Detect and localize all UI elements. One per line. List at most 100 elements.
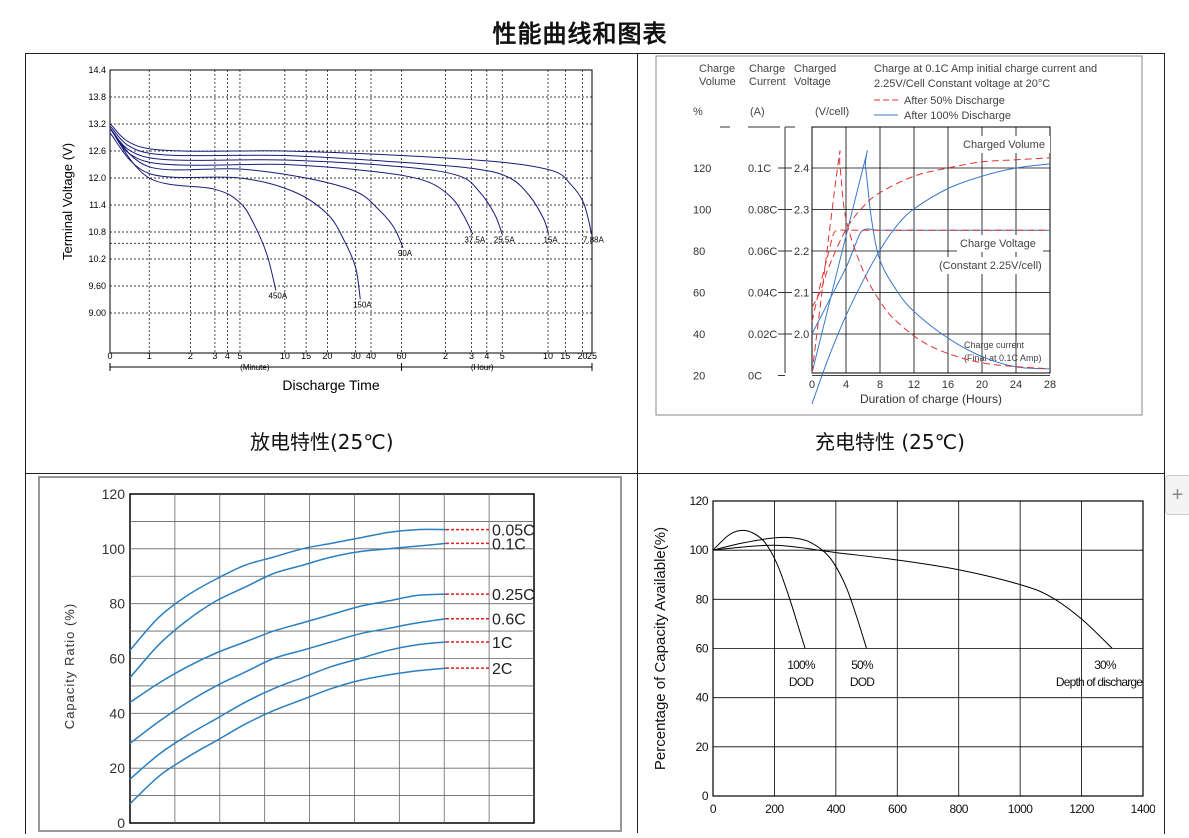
- legend-label-100: After 100% Discharge: [904, 110, 1011, 122]
- x-tick-label: 3: [212, 351, 217, 361]
- series-label: 7.88A: [583, 235, 605, 244]
- charge-curve: [811, 150, 1051, 374]
- discharge-curve-7.88A: [109, 123, 592, 235]
- annotation-line-1: 30%: [1094, 658, 1117, 672]
- x-unit-hour: (Hour): [471, 363, 494, 372]
- series-label: 0.05C: [492, 523, 535, 540]
- label-charged-volume: Charged Volume: [963, 139, 1045, 151]
- y-voltage-tick: 2.1: [794, 288, 809, 300]
- y-tick-label: 40: [109, 705, 125, 721]
- page-title: 性能曲线和图表: [492, 20, 668, 48]
- y-tick-label: 0: [117, 815, 125, 831]
- x-tick-label: 20: [578, 351, 588, 361]
- panel-frame: [38, 476, 622, 832]
- annotation-line-2: Depth of discharge: [1056, 675, 1143, 689]
- y-volume-tick: 40: [693, 329, 705, 341]
- x-tick-label: 15: [301, 351, 311, 361]
- y-tick-label: 14.4: [88, 65, 106, 75]
- discharge-curve-25.5A: [109, 128, 503, 235]
- x-tick-label: 4: [843, 379, 849, 391]
- x-tick-label: 1000: [1008, 802, 1034, 816]
- discharge-curve-90A: [109, 128, 404, 249]
- x-tick-label: 12: [908, 379, 920, 391]
- label-bg: [937, 257, 1049, 274]
- x-unit-minute: (Minute): [240, 363, 270, 372]
- discharge-chart-panel: 14.4 13.8 13.2 12.6 12.0 11.4 10.8 10.2 9.60 9.00…: [55, 58, 615, 408]
- x-tick-label: 28: [1044, 379, 1056, 391]
- x-tick-label: 800: [949, 802, 968, 816]
- header-volume-2: Volume: [699, 76, 736, 88]
- x-tick-label: 3: [469, 351, 474, 361]
- header-current-1: Charge: [749, 63, 785, 75]
- label-bg: [957, 235, 1043, 252]
- y-current-tick: 0.02C: [748, 329, 777, 341]
- annotation-line-1: 50%: [851, 658, 874, 672]
- x-tick-label: 25: [587, 351, 597, 361]
- series-label: 90A: [398, 249, 413, 258]
- y-tick-label: 13.8: [88, 92, 106, 102]
- x-tick-label: 20: [976, 379, 988, 391]
- x-tick-label: 0: [809, 379, 815, 391]
- y-tick-label: 11.4: [89, 200, 106, 210]
- legend-label-50: After 50% Discharge: [904, 95, 1005, 107]
- y-voltage-tick: 2.0: [794, 329, 809, 341]
- y-volume-tick: 60: [693, 288, 705, 300]
- y-current-tick: 0.1C: [748, 163, 771, 175]
- add-button[interactable]: +: [1165, 475, 1189, 515]
- y-volume-tick: 120: [693, 163, 711, 175]
- x-tick-label: 10: [280, 351, 290, 361]
- label-constant: (Constant 2.25V/cell): [939, 260, 1042, 272]
- x-tick-label: 30: [351, 351, 361, 361]
- discharge-curve-37.5A: [109, 128, 474, 235]
- y-tick-label: 120: [102, 486, 126, 502]
- x-tick-label: 4: [484, 351, 489, 361]
- y-tick-label: 10.8: [88, 227, 106, 237]
- cycle-curve: [712, 529, 806, 649]
- cycle-life-chart: 0 200 400 600 800 1000 1200 1400120100806040200…: [652, 494, 1157, 816]
- vertical-divider: [637, 53, 638, 833]
- y-tick-label: 100: [689, 543, 708, 557]
- x-tick-label: 0: [710, 802, 717, 816]
- x-tick-label: 1: [147, 351, 152, 361]
- y-tick-label: 20: [109, 760, 125, 776]
- capacity-curve-1C: [129, 641, 447, 780]
- label-final: (Final at 0.1C Amp): [964, 353, 1042, 363]
- series-label: 1C: [492, 635, 512, 652]
- note-line-1: Charge at 0.1C Amp initial charge curren…: [874, 63, 1097, 75]
- discharge-caption: 放电特性(25℃): [250, 430, 394, 454]
- y-tick-label: 12.6: [88, 146, 106, 156]
- x-tick-label: 15: [560, 351, 570, 361]
- y-volume-tick: 100: [693, 205, 711, 217]
- series-label: 15A: [544, 235, 559, 244]
- cycle-curve: [712, 544, 1113, 649]
- charge-caption: 充电特性 (25℃): [815, 430, 965, 454]
- y-volume-tick: 20: [693, 371, 705, 383]
- annotation-line-2: DOD: [850, 675, 875, 689]
- x-tick-label: 16: [942, 379, 954, 391]
- y-tick-label: 9.00: [88, 308, 106, 318]
- y-tick-label: 10.2: [88, 254, 106, 264]
- y-tick-label: 40: [696, 691, 709, 705]
- y-tick-label: 100: [102, 541, 126, 557]
- capacity-curve-0.6C: [129, 617, 447, 745]
- x-tick-label: 400: [827, 802, 846, 816]
- y-voltage-tick: 2.2: [794, 246, 809, 258]
- charge-chart: 0 4 8 12 16 20 24 28 120 0.1C 100 0.08C 80 0.06C 60 0.0…: [655, 55, 1143, 416]
- label-bg: [960, 136, 1050, 153]
- header-volume-1: Charge: [699, 63, 735, 75]
- y-axis-label: Percentage of Capacity Available(%): [652, 527, 669, 770]
- panel-frame: [655, 55, 1143, 416]
- y-current-tick: 0.04C: [748, 288, 777, 300]
- x-tick-label: 5: [500, 351, 505, 361]
- horizontal-divider: [25, 473, 1164, 474]
- x-axis-label: Discharge Time: [282, 377, 379, 393]
- label-charge-current: Charge current: [964, 340, 1025, 350]
- y-tick-label: 20: [696, 740, 709, 754]
- x-tick-label: 2: [443, 351, 448, 361]
- capacity-curve-2C: [129, 667, 447, 805]
- y-voltage-tick: 2.4: [794, 163, 809, 175]
- x-tick-label: 1400: [1131, 802, 1155, 816]
- x-axis-label: Duration of charge (Hours): [860, 392, 1002, 406]
- x-tick-label: 40: [366, 351, 376, 361]
